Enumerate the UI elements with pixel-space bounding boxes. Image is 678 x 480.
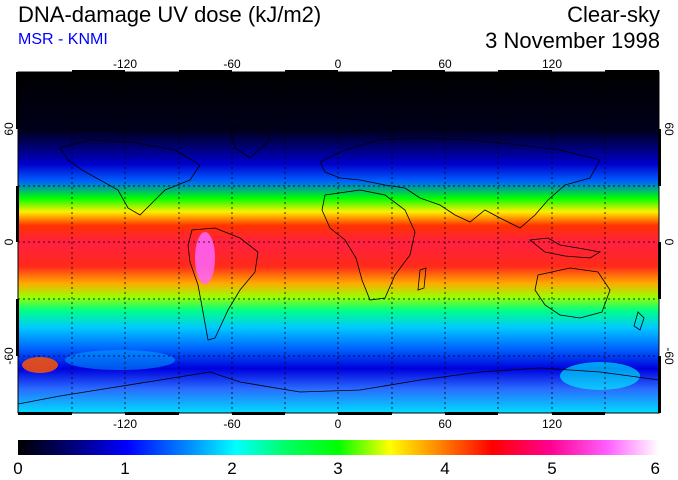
colorbar-label: 0	[13, 459, 23, 478]
lat-label-left: 60	[2, 122, 16, 136]
colorbar-label: 2	[227, 459, 237, 478]
source-label: MSR - KNMI	[18, 31, 108, 48]
lat-label-right: 0	[662, 238, 676, 246]
colorbar-label: 6	[650, 459, 660, 478]
graticule	[18, 72, 659, 413]
lon-label-bottom: 120	[541, 417, 563, 431]
lat-label-left: -60	[2, 347, 16, 365]
date-label: 3 November 1998	[485, 28, 660, 53]
lat-label-right: 60	[662, 122, 676, 136]
antarctic-pacific-patch	[22, 357, 58, 373]
antarctic-patch-west	[65, 350, 175, 370]
colorbar-label: 4	[440, 459, 450, 478]
lon-label-top: 120	[541, 57, 563, 71]
sky-condition-label: Clear-sky	[567, 2, 660, 27]
colorbar-label: 1	[120, 459, 130, 478]
andes-highlight	[195, 232, 215, 284]
colorbar-label: 5	[547, 459, 557, 478]
lon-label-top: -120	[112, 57, 138, 71]
lat-label-right: -60	[662, 347, 676, 365]
lon-label-bottom: 0	[334, 417, 342, 431]
colorbar	[18, 440, 659, 455]
lon-label-top: 0	[334, 57, 342, 71]
antarctic-patch-east	[560, 362, 640, 390]
map-title: DNA-damage UV dose (kJ/m2)	[18, 2, 322, 27]
colorbar-label: 3	[333, 459, 343, 478]
lon-label-bottom: 60	[438, 417, 452, 431]
lon-label-top: 60	[438, 57, 452, 71]
coastlines	[18, 123, 659, 405]
lat-label-left: 0	[2, 238, 16, 246]
lon-label-bottom: -60	[223, 417, 241, 431]
frame-ticks	[16, 70, 661, 415]
lon-label-top: -60	[223, 57, 241, 71]
lon-label-bottom: -120	[112, 417, 138, 431]
